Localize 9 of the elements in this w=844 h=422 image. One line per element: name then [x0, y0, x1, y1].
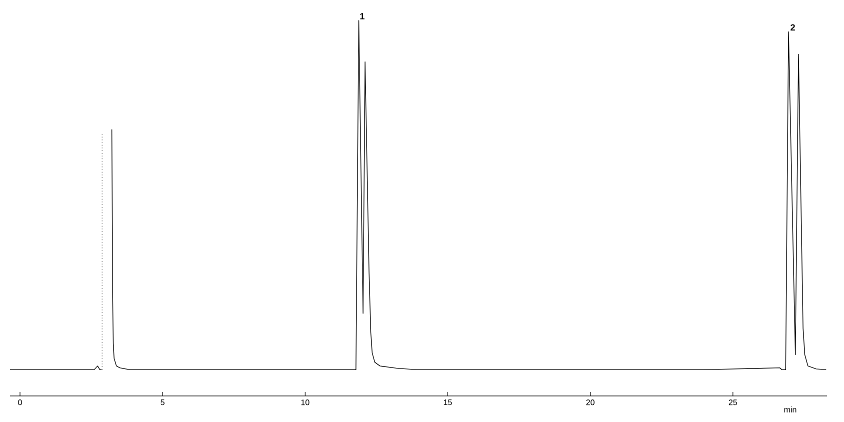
x-tick-label: 20 — [586, 400, 594, 406]
x-axis-title: min — [784, 406, 796, 412]
annotation: 1 — [360, 13, 364, 20]
x-tick-label: 10 — [301, 400, 310, 406]
annotation: 2 — [790, 24, 795, 31]
x-tick-label: 0 — [18, 400, 22, 406]
x-tick-label: 25 — [728, 400, 738, 406]
x-tick-label: 5 — [160, 400, 164, 406]
x-tick-label: 15 — [444, 400, 452, 406]
